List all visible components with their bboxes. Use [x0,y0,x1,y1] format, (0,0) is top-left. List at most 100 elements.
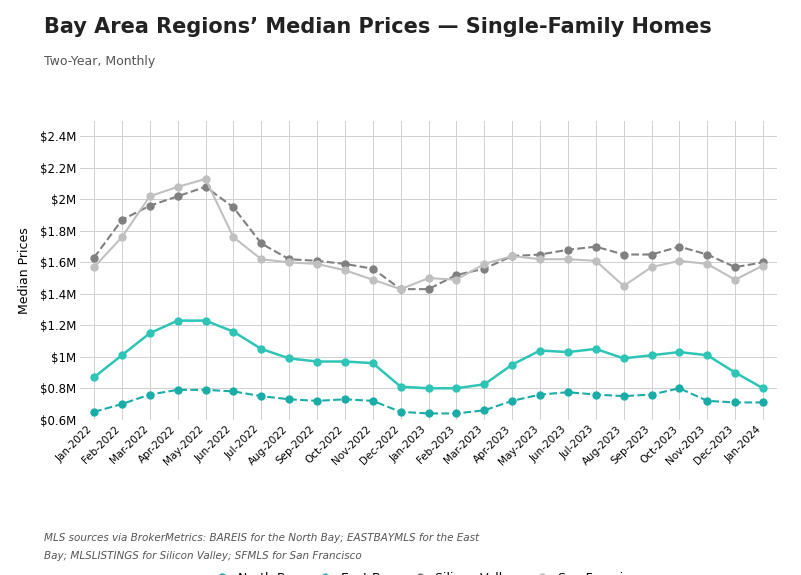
Silicon Valley [424,286,433,293]
Silicon Valley [117,216,127,223]
San Francisco [173,183,183,190]
Silicon Valley [340,260,350,267]
East Bay [535,347,545,354]
North Bay [117,401,127,408]
Text: Bay Area Regions’ Median Prices — Single-Family Homes: Bay Area Regions’ Median Prices — Single… [44,17,712,37]
San Francisco [702,260,712,267]
East Bay [480,381,489,388]
Silicon Valley [284,256,294,263]
East Bay [563,348,573,355]
San Francisco [424,275,433,282]
North Bay [256,393,266,400]
Silicon Valley [89,254,99,261]
East Bay [396,384,405,390]
San Francisco [201,175,211,182]
Silicon Valley [646,251,656,258]
Silicon Valley [201,183,211,190]
East Bay [619,355,629,362]
East Bay [731,369,740,376]
East Bay [117,352,127,359]
Silicon Valley [396,286,405,293]
Silicon Valley [619,251,629,258]
North Bay [201,386,211,393]
East Bay [340,358,350,365]
North Bay [702,397,712,404]
Silicon Valley [563,246,573,253]
Line: North Bay: North Bay [91,385,767,417]
East Bay [759,385,768,392]
Silicon Valley [312,258,322,264]
San Francisco [340,267,350,274]
North Bay [507,397,517,404]
East Bay [228,328,238,335]
San Francisco [591,258,601,264]
North Bay [646,391,656,398]
North Bay [452,410,461,417]
San Francisco [480,260,489,267]
Text: Two-Year, Monthly: Two-Year, Monthly [44,55,155,68]
Silicon Valley [368,265,377,272]
North Bay [424,410,433,417]
San Francisco [256,256,266,263]
East Bay [507,361,517,368]
San Francisco [452,276,461,283]
Silicon Valley [145,202,155,209]
Silicon Valley [480,265,489,272]
Line: San Francisco: San Francisco [91,175,767,293]
North Bay [89,408,99,415]
North Bay [731,399,740,406]
Text: Bay; MLSLISTINGS for Silicon Valley; SFMLS for San Francisco: Bay; MLSLISTINGS for Silicon Valley; SFM… [44,551,362,561]
San Francisco [145,193,155,200]
East Bay [89,374,99,381]
East Bay [312,358,322,365]
North Bay [759,399,768,406]
Silicon Valley [674,243,684,250]
San Francisco [507,252,517,259]
San Francisco [89,264,99,271]
East Bay [424,385,433,392]
Silicon Valley [256,240,266,247]
East Bay [173,317,183,324]
San Francisco [619,282,629,289]
North Bay [312,397,322,404]
North Bay [228,388,238,395]
Y-axis label: Median Prices: Median Prices [18,227,31,313]
North Bay [591,391,601,398]
North Bay [396,408,405,415]
North Bay [619,393,629,400]
East Bay [674,348,684,355]
San Francisco [368,276,377,283]
Silicon Valley [173,193,183,200]
San Francisco [312,260,322,267]
North Bay [674,385,684,392]
North Bay [368,397,377,404]
East Bay [646,352,656,359]
East Bay [256,346,266,352]
San Francisco [646,264,656,271]
Silicon Valley [702,251,712,258]
San Francisco [228,234,238,241]
East Bay [368,359,377,366]
East Bay [284,355,294,362]
Silicon Valley [535,251,545,258]
East Bay [201,317,211,324]
San Francisco [396,286,405,293]
East Bay [145,329,155,336]
San Francisco [284,259,294,266]
Legend: North Bay, East Bay, Silicon Valley, San Francisco: North Bay, East Bay, Silicon Valley, San… [208,566,649,575]
Silicon Valley [759,259,768,266]
San Francisco [535,256,545,263]
North Bay [340,396,350,402]
San Francisco [759,262,768,269]
East Bay [591,346,601,352]
East Bay [452,385,461,392]
North Bay [284,396,294,402]
Silicon Valley [452,271,461,278]
North Bay [145,391,155,398]
San Francisco [731,276,740,283]
Silicon Valley [507,252,517,259]
San Francisco [117,234,127,241]
Line: Silicon Valley: Silicon Valley [91,183,767,293]
Silicon Valley [228,204,238,211]
East Bay [702,352,712,359]
